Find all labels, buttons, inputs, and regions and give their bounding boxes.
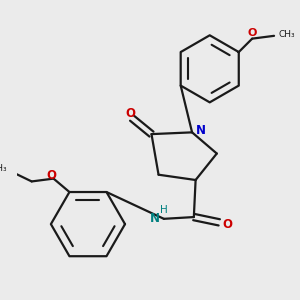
Text: H: H	[160, 205, 168, 215]
Text: N: N	[196, 124, 206, 137]
Text: O: O	[223, 218, 233, 231]
Text: O: O	[248, 28, 257, 38]
Text: O: O	[47, 169, 57, 182]
Text: N: N	[150, 212, 160, 225]
Text: CH₃: CH₃	[0, 164, 7, 172]
Text: CH₃: CH₃	[278, 30, 295, 39]
Text: O: O	[125, 107, 135, 121]
